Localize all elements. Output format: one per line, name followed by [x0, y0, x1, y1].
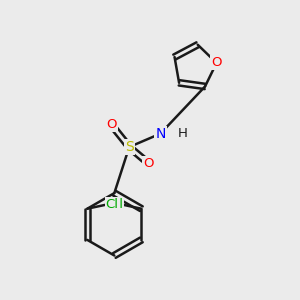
Text: N: N [155, 127, 166, 141]
Text: Cl: Cl [106, 198, 119, 211]
Text: O: O [106, 118, 117, 131]
Text: Cl: Cl [110, 198, 123, 211]
Text: O: O [211, 56, 222, 69]
Text: O: O [143, 157, 154, 170]
Text: H: H [178, 127, 188, 140]
Text: S: S [125, 140, 134, 154]
